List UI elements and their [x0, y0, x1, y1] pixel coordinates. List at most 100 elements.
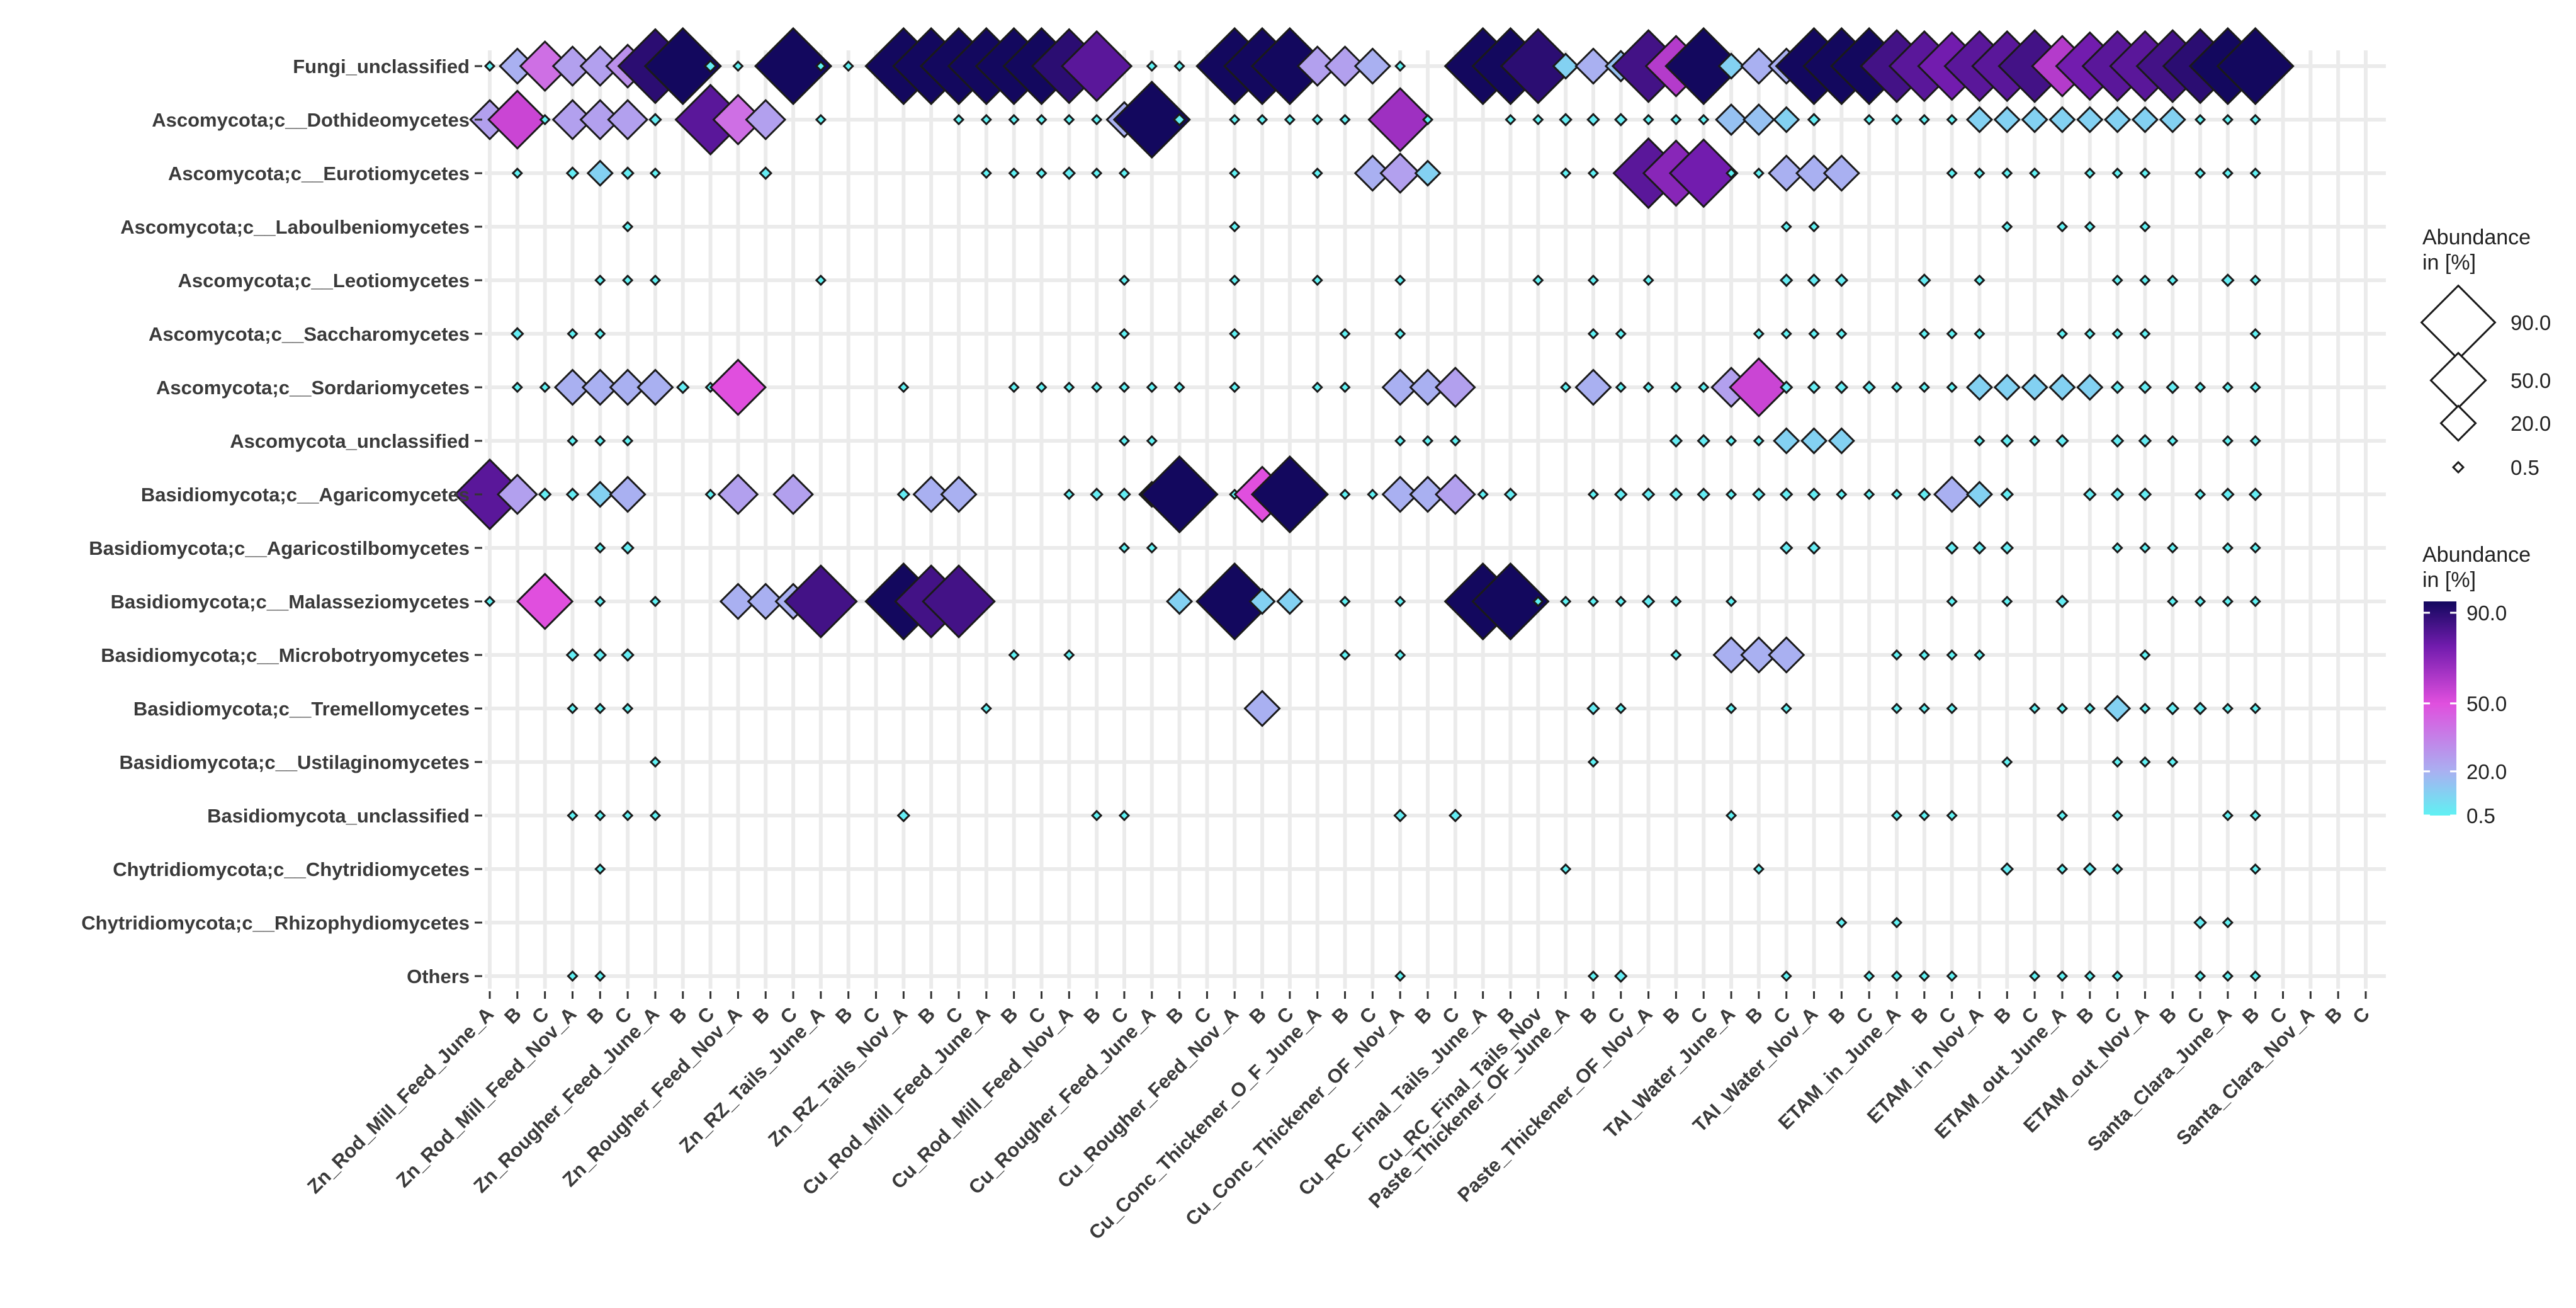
data-point	[649, 595, 662, 608]
data-point	[579, 99, 621, 140]
data-point	[2110, 380, 2125, 394]
column-label: B	[831, 1003, 857, 1028]
data-point	[2249, 809, 2261, 822]
data-point	[1834, 273, 1849, 287]
grid-layer	[485, 50, 2386, 989]
data-point	[1118, 327, 1131, 340]
data-point	[621, 435, 634, 447]
data-point	[1917, 273, 1931, 287]
data-point	[2056, 220, 2069, 233]
data-point	[2222, 113, 2234, 126]
data-point	[565, 487, 580, 501]
data-point	[1779, 487, 1794, 501]
data-point	[1664, 26, 1743, 106]
data-point	[2001, 595, 2013, 608]
data-point	[551, 99, 594, 140]
data-point	[2001, 220, 2013, 233]
data-point	[1698, 113, 1710, 126]
data-point	[1768, 154, 1805, 192]
data-point	[1311, 167, 1323, 179]
data-point	[1532, 274, 1544, 287]
data-point	[1712, 636, 1750, 674]
data-point	[1780, 970, 1792, 982]
column-label: C	[2348, 1003, 2374, 1028]
data-point	[1586, 113, 1600, 127]
data-point	[1890, 702, 1903, 715]
data-point	[1421, 113, 1434, 126]
data-point	[2249, 542, 2261, 554]
data-point	[1063, 488, 1075, 501]
data-point	[1559, 381, 1572, 394]
data-point	[1284, 113, 1296, 126]
data-point	[1118, 167, 1131, 179]
row-label: Fungi_unclassified	[293, 55, 470, 77]
data-point	[2139, 702, 2151, 715]
data-point	[1945, 541, 1959, 555]
data-point	[940, 475, 978, 513]
data-point	[593, 648, 607, 662]
data-point	[1063, 649, 1075, 661]
data-point	[609, 368, 647, 406]
data-point	[1670, 381, 1682, 394]
data-point	[1409, 475, 1447, 513]
column-label: B	[665, 1003, 691, 1028]
data-point	[2167, 435, 2179, 447]
data-point	[1890, 916, 1903, 929]
data-point	[2139, 167, 2151, 179]
data-point	[732, 60, 744, 72]
data-point	[1381, 475, 1419, 513]
data-point	[1918, 702, 1930, 715]
data-point	[815, 113, 827, 126]
data-point	[1972, 541, 1987, 555]
data-point	[1615, 595, 1627, 608]
data-point	[1118, 542, 1131, 554]
data-point	[980, 702, 992, 715]
data-point	[1146, 435, 1158, 447]
data-point	[1421, 435, 1434, 447]
data-point	[1863, 970, 1875, 982]
data-point	[1500, 28, 1576, 105]
data-point	[1118, 274, 1131, 287]
data-point	[636, 368, 674, 406]
data-point	[1229, 327, 1241, 340]
data-point	[2111, 863, 2123, 875]
column-label: B	[2238, 1003, 2264, 1028]
data-point	[1717, 52, 1745, 80]
data-point	[567, 702, 579, 715]
data-point	[1613, 487, 1628, 501]
data-point	[1965, 106, 1994, 134]
data-point	[1008, 113, 1020, 126]
row-label: Ascomycota;c__Leotiomycetes	[178, 270, 470, 292]
data-point	[2000, 434, 2014, 448]
row-labels: Fungi_unclassified Ascomycota;c__Dothideo…	[81, 55, 482, 987]
column-label: B	[2321, 1003, 2347, 1028]
data-point	[912, 475, 950, 513]
data-point	[1090, 113, 1103, 126]
data-point	[1890, 649, 1903, 661]
data-point	[483, 60, 496, 72]
data-point	[703, 59, 718, 73]
data-point	[1117, 487, 1131, 501]
data-point	[1773, 106, 1800, 134]
data-point	[2167, 756, 2179, 768]
data-point	[1890, 809, 1903, 822]
data-point	[1587, 274, 1600, 287]
data-point	[1946, 809, 1958, 822]
column-label: B	[1245, 1003, 1270, 1028]
data-point	[2249, 274, 2261, 287]
data-point	[1394, 649, 1406, 661]
data-point	[1559, 863, 1572, 875]
data-point	[772, 474, 814, 515]
data-point	[1229, 113, 1241, 126]
row-label: Ascomycota;c__Eurotiomycetes	[168, 162, 470, 185]
data-point	[1780, 327, 1792, 340]
data-point	[621, 541, 635, 555]
data-point	[1946, 970, 1958, 982]
data-point	[1863, 488, 1875, 501]
data-point	[2028, 435, 2041, 447]
data-point	[1768, 636, 1805, 674]
data-point	[2138, 434, 2152, 448]
data-point	[2222, 809, 2234, 822]
data-point	[649, 167, 662, 179]
